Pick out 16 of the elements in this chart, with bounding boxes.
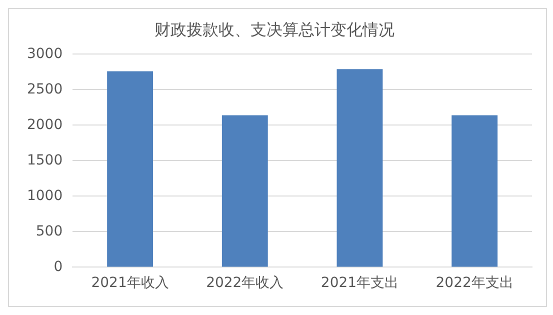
y-tick-label: 3000	[26, 46, 63, 62]
y-tick-label: 2000	[26, 116, 63, 133]
bar	[336, 69, 383, 267]
y-tick-label: 1000	[26, 188, 63, 204]
bar	[107, 71, 154, 267]
chart-title: 财政拨款收、支决算总计变化情况	[154, 20, 394, 39]
bar	[222, 115, 268, 267]
y-tick-label: 2500	[26, 81, 63, 98]
y-tick-label: 500	[36, 223, 63, 240]
x-tick-label: 2021年收入	[91, 275, 169, 292]
x-tick-label: 2022年支出	[436, 275, 514, 292]
bar	[452, 115, 498, 267]
x-tick-label: 2022年收入	[206, 275, 284, 292]
y-tick-label: 1500	[26, 152, 63, 168]
x-tick-label: 2021年支出	[320, 275, 399, 292]
y-tick-label: 0	[54, 258, 63, 275]
